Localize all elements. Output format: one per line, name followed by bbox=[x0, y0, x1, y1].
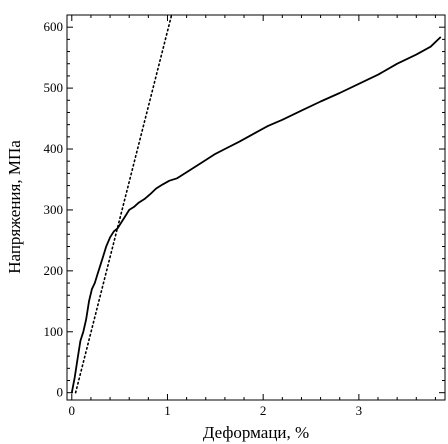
stress-strain-curve bbox=[70, 36, 442, 394]
y-tick-label: 200 bbox=[44, 263, 64, 278]
y-tick-label: 0 bbox=[57, 385, 64, 400]
x-tick-label: 1 bbox=[164, 403, 171, 418]
x-axis-label: Деформаци, % bbox=[203, 423, 309, 442]
y-tick-label: 300 bbox=[44, 202, 64, 217]
x-tick-label: 2 bbox=[260, 403, 267, 418]
y-tick-label: 100 bbox=[44, 324, 64, 339]
y-tick-label: 600 bbox=[44, 19, 64, 34]
elastic-fit-line bbox=[74, 15, 173, 394]
data-series bbox=[70, 15, 442, 394]
y-tick-label: 500 bbox=[44, 80, 64, 95]
y-tick-label: 400 bbox=[44, 141, 64, 156]
plot-frame bbox=[66, 14, 446, 401]
x-tick-label: 3 bbox=[356, 403, 363, 418]
tick-marks bbox=[67, 15, 445, 400]
tick-labels: 0 1 2 3 0 100 200 300 400 500 600 bbox=[44, 19, 363, 418]
y-axis-label: Напряжения, МПа bbox=[5, 140, 24, 274]
x-tick-label: 0 bbox=[69, 403, 76, 418]
